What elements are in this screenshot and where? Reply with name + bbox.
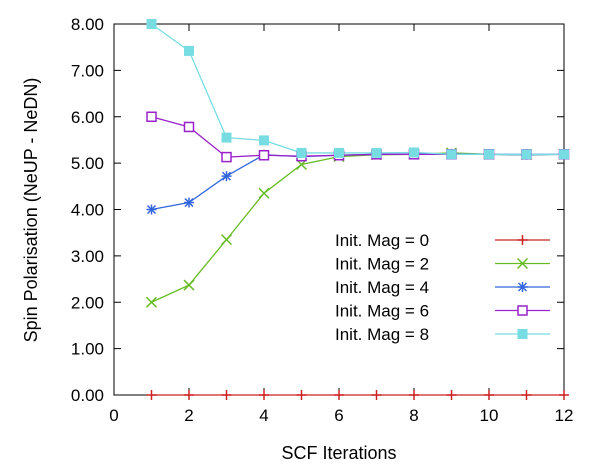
y-tick-label: 3.00 xyxy=(71,247,104,266)
series-line-2 xyxy=(151,153,565,211)
legend-marker-swatch xyxy=(517,329,528,339)
y-axis-label: Spin Polarisation (NeUP - NeDN) xyxy=(21,78,41,343)
data-point-series-4 xyxy=(221,132,232,143)
data-point-series-2 xyxy=(221,171,232,182)
data-point-series-3 xyxy=(146,111,157,122)
data-point-series-0 xyxy=(259,390,269,400)
x-tick-label: 6 xyxy=(334,406,343,425)
data-point-series-0 xyxy=(146,390,157,400)
y-tick-label: 4.00 xyxy=(71,201,104,220)
data-point-series-3 xyxy=(221,151,232,163)
x-tick-label: 12 xyxy=(555,406,574,425)
series-lines xyxy=(151,23,565,396)
series-markers xyxy=(145,19,570,400)
legend-marker-swatch xyxy=(517,305,528,316)
y-tick-label: 7.00 xyxy=(71,61,104,80)
data-point-series-4 xyxy=(484,149,494,160)
y-tick-label: 6.00 xyxy=(71,108,104,127)
legend: Init. Mag = 0 Init. Mag = 2 Init. Mag = 4 I… xyxy=(335,231,550,344)
data-point-series-0 xyxy=(446,390,457,400)
data-point-series-4 xyxy=(296,147,307,158)
data-point-series-2 xyxy=(184,197,194,208)
data-point-series-4 xyxy=(371,147,382,158)
data-point-series-4 xyxy=(559,149,569,160)
data-point-series-4 xyxy=(259,135,269,146)
x-tick-label: 0 xyxy=(109,406,118,425)
data-point-series-4 xyxy=(146,19,157,29)
data-point-series-2 xyxy=(146,204,157,215)
data-point-series-0 xyxy=(296,390,307,400)
y-tick-label: 5.00 xyxy=(71,154,104,173)
y-tick-label: 0.00 xyxy=(71,386,104,405)
data-point-series-1 xyxy=(183,279,195,291)
legend-marker-swatch xyxy=(516,257,529,270)
axis-ticks: 0 2 4 6 8 10 12 0.00 1.00 2.00 3.00 4.00 5.00 6.00 7.0… xyxy=(71,15,574,425)
data-point-series-1 xyxy=(258,187,270,199)
data-point-series-0 xyxy=(521,390,532,400)
data-point-series-3 xyxy=(183,121,195,133)
data-point-series-0 xyxy=(334,390,344,400)
data-point-series-0 xyxy=(559,390,569,400)
legend-label: Init. Mag = 4 xyxy=(335,278,429,297)
data-point-series-1 xyxy=(220,234,233,246)
data-point-series-3 xyxy=(258,149,270,161)
x-tick-label: 10 xyxy=(480,406,499,425)
data-point-series-0 xyxy=(221,390,232,400)
legend-label: Init. Mag = 0 xyxy=(335,231,429,250)
data-point-series-0 xyxy=(484,390,494,400)
legend-marker-swatch xyxy=(517,235,528,245)
series-line-4 xyxy=(151,23,564,155)
data-point-series-4 xyxy=(184,45,194,56)
data-point-series-1 xyxy=(145,296,158,308)
data-point-series-4 xyxy=(334,147,344,158)
x-tick-label: 4 xyxy=(259,406,268,425)
data-point-series-0 xyxy=(371,390,382,400)
series-line-3 xyxy=(151,116,564,158)
legend-label: Init. Mag = 8 xyxy=(335,325,429,344)
x-axis-label: SCF Iterations xyxy=(281,443,396,463)
legend-marker-swatch xyxy=(517,282,528,292)
data-point-series-0 xyxy=(184,390,194,400)
data-point-series-4 xyxy=(409,147,419,158)
data-point-series-0 xyxy=(409,390,419,400)
y-tick-label: 8.00 xyxy=(71,15,104,34)
data-point-series-4 xyxy=(446,149,457,160)
x-tick-label: 2 xyxy=(184,406,193,425)
legend-label: Init. Mag = 2 xyxy=(335,255,429,274)
data-point-series-4 xyxy=(521,149,532,160)
y-tick-label: 2.00 xyxy=(71,293,104,312)
x-tick-label: 8 xyxy=(409,406,418,425)
y-tick-label: 1.00 xyxy=(71,340,104,359)
legend-label: Init. Mag = 6 xyxy=(335,302,429,321)
